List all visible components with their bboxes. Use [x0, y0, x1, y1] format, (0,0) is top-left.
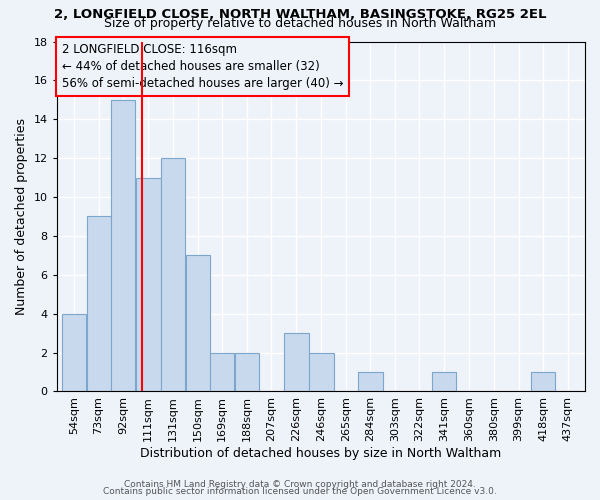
Bar — [235, 352, 259, 392]
Bar — [186, 256, 210, 392]
Bar — [62, 314, 86, 392]
Text: Contains public sector information licensed under the Open Government Licence v3: Contains public sector information licen… — [103, 487, 497, 496]
Text: Size of property relative to detached houses in North Waltham: Size of property relative to detached ho… — [104, 18, 496, 30]
Bar — [358, 372, 383, 392]
Text: 2 LONGFIELD CLOSE: 116sqm
← 44% of detached houses are smaller (32)
56% of semi-: 2 LONGFIELD CLOSE: 116sqm ← 44% of detac… — [62, 43, 343, 90]
Bar — [310, 352, 334, 392]
Bar — [531, 372, 555, 392]
Bar — [86, 216, 110, 392]
X-axis label: Distribution of detached houses by size in North Waltham: Distribution of detached houses by size … — [140, 447, 502, 460]
Bar — [210, 352, 235, 392]
Bar — [284, 333, 309, 392]
Text: 2, LONGFIELD CLOSE, NORTH WALTHAM, BASINGSTOKE, RG25 2EL: 2, LONGFIELD CLOSE, NORTH WALTHAM, BASIN… — [54, 8, 546, 20]
Text: Contains HM Land Registry data © Crown copyright and database right 2024.: Contains HM Land Registry data © Crown c… — [124, 480, 476, 489]
Bar — [161, 158, 185, 392]
Y-axis label: Number of detached properties: Number of detached properties — [15, 118, 28, 315]
Bar — [136, 178, 161, 392]
Bar — [432, 372, 456, 392]
Bar — [111, 100, 135, 392]
